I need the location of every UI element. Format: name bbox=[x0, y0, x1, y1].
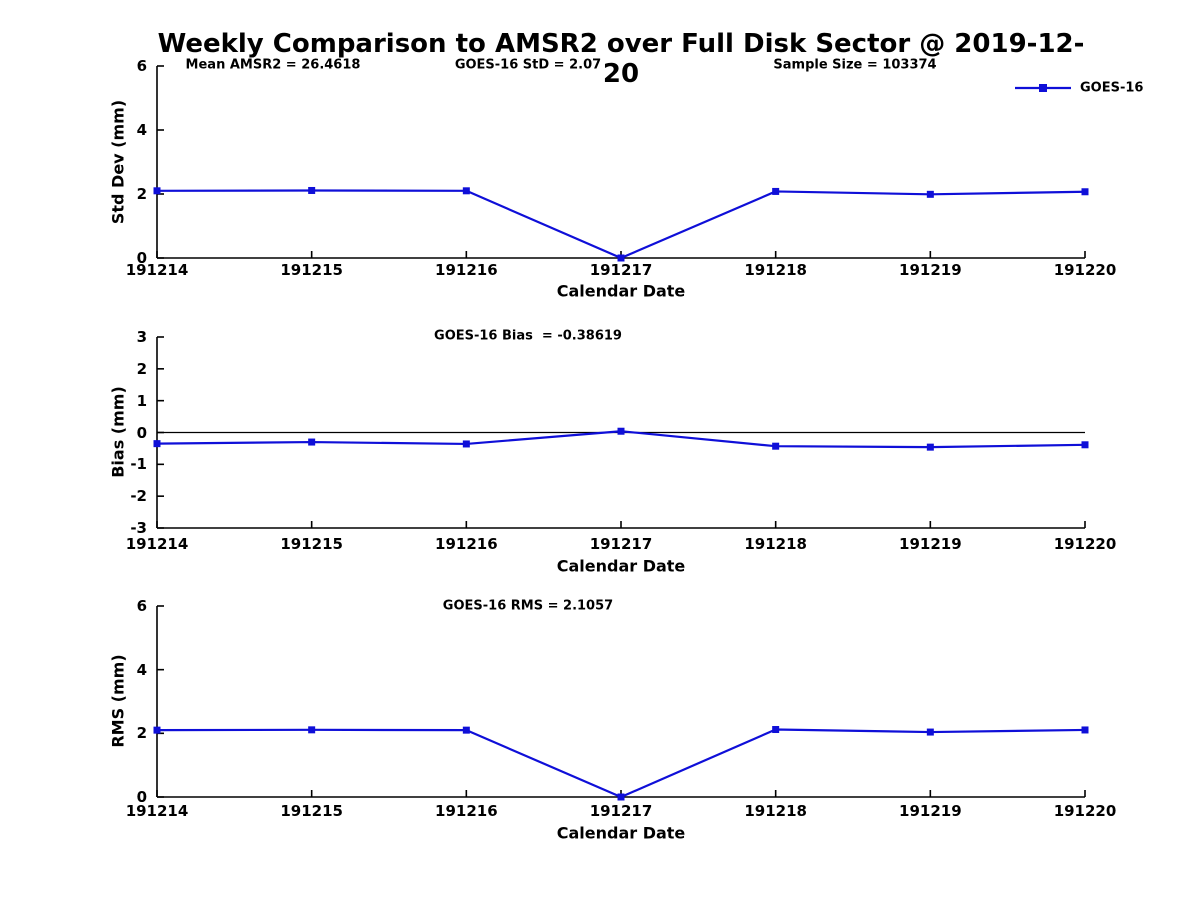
figure-title: Weekly Comparison to AMSR2 over Full Dis… bbox=[157, 29, 1085, 89]
x-tick-label: 191216 bbox=[435, 261, 498, 279]
x-tick-label: 191215 bbox=[280, 261, 343, 279]
x-tick-label: 191217 bbox=[589, 802, 653, 820]
y-tick-label: 4 bbox=[136, 121, 147, 139]
bias-data-marker bbox=[772, 442, 780, 450]
rms-data-marker bbox=[308, 726, 316, 734]
std-dev-data-marker bbox=[772, 187, 780, 195]
rms-data-marker bbox=[926, 728, 934, 736]
x-tick-label: 191216 bbox=[435, 535, 498, 553]
x-tick-label: 191220 bbox=[1053, 261, 1117, 279]
std-dev-data-marker bbox=[926, 190, 934, 198]
bias-data-marker bbox=[617, 427, 625, 435]
bias-data-marker bbox=[1081, 441, 1089, 449]
x-tick-label: 191215 bbox=[280, 535, 343, 553]
y-tick-label: 0 bbox=[136, 249, 147, 267]
bias-data-marker bbox=[153, 440, 161, 448]
annotation-goes16-rms: GOES-16 RMS = 2.1057 bbox=[442, 598, 614, 614]
y-tick-label: 2 bbox=[136, 359, 147, 378]
x-tick-label: 191217 bbox=[589, 535, 653, 553]
x-tick-label: 191220 bbox=[1053, 802, 1117, 820]
annotation-sample-size: Sample Size = 103374 bbox=[773, 57, 937, 73]
x-tick-label: 191214 bbox=[125, 802, 189, 820]
x-tick-label: 191218 bbox=[744, 261, 807, 279]
std-dev-data-marker bbox=[153, 187, 161, 195]
y-tick-label: 0 bbox=[136, 423, 147, 442]
x-tick-label: 191220 bbox=[1053, 535, 1117, 553]
annotation-goes16-std: GOES-16 StD = 2.07 bbox=[454, 57, 602, 73]
x-tick-label: 191219 bbox=[899, 802, 962, 820]
std-dev-data-marker bbox=[617, 254, 625, 262]
bias-data-marker bbox=[926, 443, 934, 451]
rms-line-series bbox=[156, 728, 1086, 799]
bias-data-marker bbox=[308, 438, 316, 446]
rms-data-marker bbox=[1081, 726, 1089, 734]
bias-data-marker bbox=[462, 440, 470, 448]
legend-label: GOES-16 bbox=[1080, 80, 1144, 96]
y-axis-label-std-dev: Std Dev (mm) bbox=[108, 99, 128, 225]
legend-goes16: GOES-16 bbox=[1080, 81, 1143, 96]
x-tick-label: 191218 bbox=[744, 802, 807, 820]
x-tick-label: 191217 bbox=[589, 261, 653, 279]
x-tick-label: 191214 bbox=[125, 535, 189, 553]
y-tick-label: 4 bbox=[136, 660, 147, 679]
rms-data-marker bbox=[617, 793, 625, 801]
x-axis-label-calendar-date-3: Calendar Date bbox=[556, 823, 686, 843]
y-tick-label: 2 bbox=[136, 185, 147, 203]
x-axis-label-calendar-date-1: Calendar Date bbox=[556, 281, 686, 301]
x-tick-label: 191216 bbox=[435, 802, 498, 820]
y-tick-label: -1 bbox=[130, 455, 147, 474]
y-tick-label: 1 bbox=[136, 391, 147, 410]
y-tick-label: 6 bbox=[136, 597, 147, 615]
legend-marker-sample bbox=[1039, 84, 1047, 92]
y-tick-label: 2 bbox=[136, 724, 147, 743]
std-dev-data-marker bbox=[1081, 188, 1089, 196]
y-tick-label: 6 bbox=[136, 57, 147, 75]
x-tick-label: 191219 bbox=[899, 261, 962, 279]
y-tick-label: 0 bbox=[136, 788, 147, 806]
rms-data-marker bbox=[462, 726, 470, 734]
rms-data-marker bbox=[772, 726, 780, 734]
std-dev-line-series bbox=[156, 189, 1086, 260]
annotation-mean-amsr2: Mean AMSR2 = 26.4618 bbox=[185, 57, 361, 73]
x-axis-label-calendar-date-2: Calendar Date bbox=[556, 556, 686, 576]
std-dev-data-marker bbox=[462, 187, 470, 195]
x-tick-label: 191214 bbox=[125, 261, 189, 279]
x-tick-label: 191218 bbox=[744, 535, 807, 553]
x-tick-label: 191219 bbox=[899, 535, 962, 553]
std-dev-data-marker bbox=[308, 186, 316, 194]
annotation-goes16-bias: GOES-16 Bias = -0.38619 bbox=[434, 328, 622, 344]
y-tick-label: -2 bbox=[130, 487, 147, 506]
rms-data-marker bbox=[153, 726, 161, 734]
x-tick-label: 191215 bbox=[280, 802, 343, 820]
y-tick-label: 3 bbox=[136, 328, 147, 346]
y-tick-label: -3 bbox=[130, 519, 147, 537]
